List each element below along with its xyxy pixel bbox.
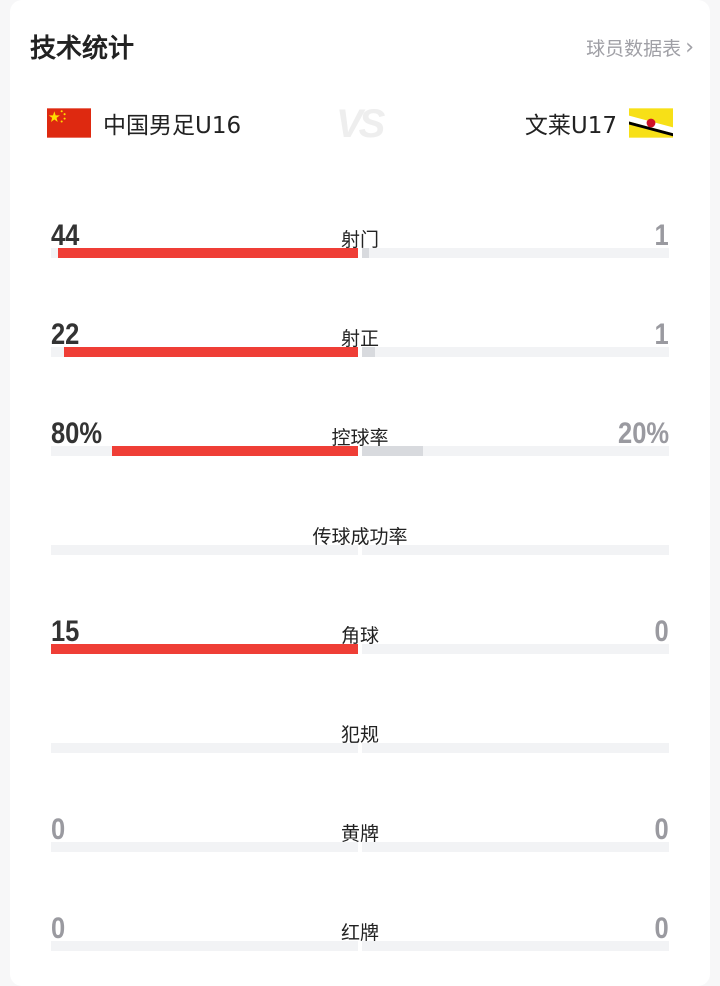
home-bar-track <box>51 842 358 852</box>
home-team-name: 中国男足U16 <box>103 113 242 139</box>
stat-row: 0 红牌 0 <box>51 912 669 982</box>
home-bar-track <box>51 545 358 555</box>
away-bar-track <box>362 248 669 258</box>
stat-row: 80% 控球率 20% <box>51 417 669 487</box>
brunei-flag-icon <box>629 108 673 138</box>
home-bar-track <box>51 941 358 951</box>
away-value: 0 <box>654 615 669 648</box>
stat-row: 22 射正 1 <box>51 318 669 388</box>
away-value: 0 <box>654 813 669 846</box>
china-flag-icon <box>47 108 91 138</box>
vs-logo: VS <box>336 102 385 146</box>
home-bar-fill <box>64 347 358 357</box>
away-team-name: 文莱U17 <box>524 113 617 139</box>
away-value: 1 <box>654 219 669 252</box>
away-value: 0 <box>654 912 669 945</box>
away-team: 文莱U17 <box>525 106 673 140</box>
stat-label: 控球率 <box>331 427 389 449</box>
home-bar-track <box>51 743 358 753</box>
home-bar-fill <box>51 644 358 654</box>
away-bar-track <box>362 644 669 654</box>
stat-label: 红牌 <box>340 922 379 944</box>
away-bar-fill <box>362 248 369 258</box>
stat-row: 44 射门 1 <box>51 219 669 289</box>
player-stats-link-label: 球员数据表 <box>586 38 682 60</box>
away-bar-fill <box>362 446 424 456</box>
stat-label: 角球 <box>340 625 379 647</box>
home-bar-track <box>51 446 358 456</box>
stat-label: 射正 <box>340 328 379 350</box>
home-value: 0 <box>51 813 66 846</box>
away-bar-track <box>362 545 669 555</box>
page-title: 技术统计 <box>30 34 135 64</box>
stats-card <box>10 0 710 986</box>
home-value: 22 <box>51 318 80 351</box>
home-value: 15 <box>51 615 80 648</box>
away-value: 1 <box>654 318 669 351</box>
away-bar-track <box>362 446 669 456</box>
away-bar-track <box>362 941 669 951</box>
player-stats-link[interactable]: 球员数据表 › <box>586 34 694 61</box>
away-bar-track <box>362 842 669 852</box>
away-bar-fill <box>362 347 376 357</box>
stat-row: 0 黄牌 0 <box>51 813 669 883</box>
stat-label: 犯规 <box>340 724 379 746</box>
home-bar-track <box>51 347 358 357</box>
away-bar-track <box>362 347 669 357</box>
away-value: 20% <box>617 417 669 450</box>
stat-label: 传球成功率 <box>312 526 408 548</box>
stat-label: 射门 <box>340 229 379 251</box>
chevron-right-icon: › <box>685 35 694 60</box>
home-bar-fill <box>57 248 358 258</box>
stat-row: 15 角球 0 <box>51 615 669 685</box>
home-bar-fill <box>112 446 358 456</box>
stat-row: 传球成功率 <box>51 516 669 586</box>
home-value: 80% <box>51 417 103 450</box>
home-bar-track <box>51 644 358 654</box>
home-value: 0 <box>51 912 66 945</box>
home-value: 44 <box>51 219 80 252</box>
home-bar-track <box>51 248 358 258</box>
away-bar-track <box>362 743 669 753</box>
home-team: 中国男足U16 <box>47 106 241 140</box>
stat-row: 犯规 <box>51 714 669 784</box>
stat-label: 黄牌 <box>340 823 379 845</box>
